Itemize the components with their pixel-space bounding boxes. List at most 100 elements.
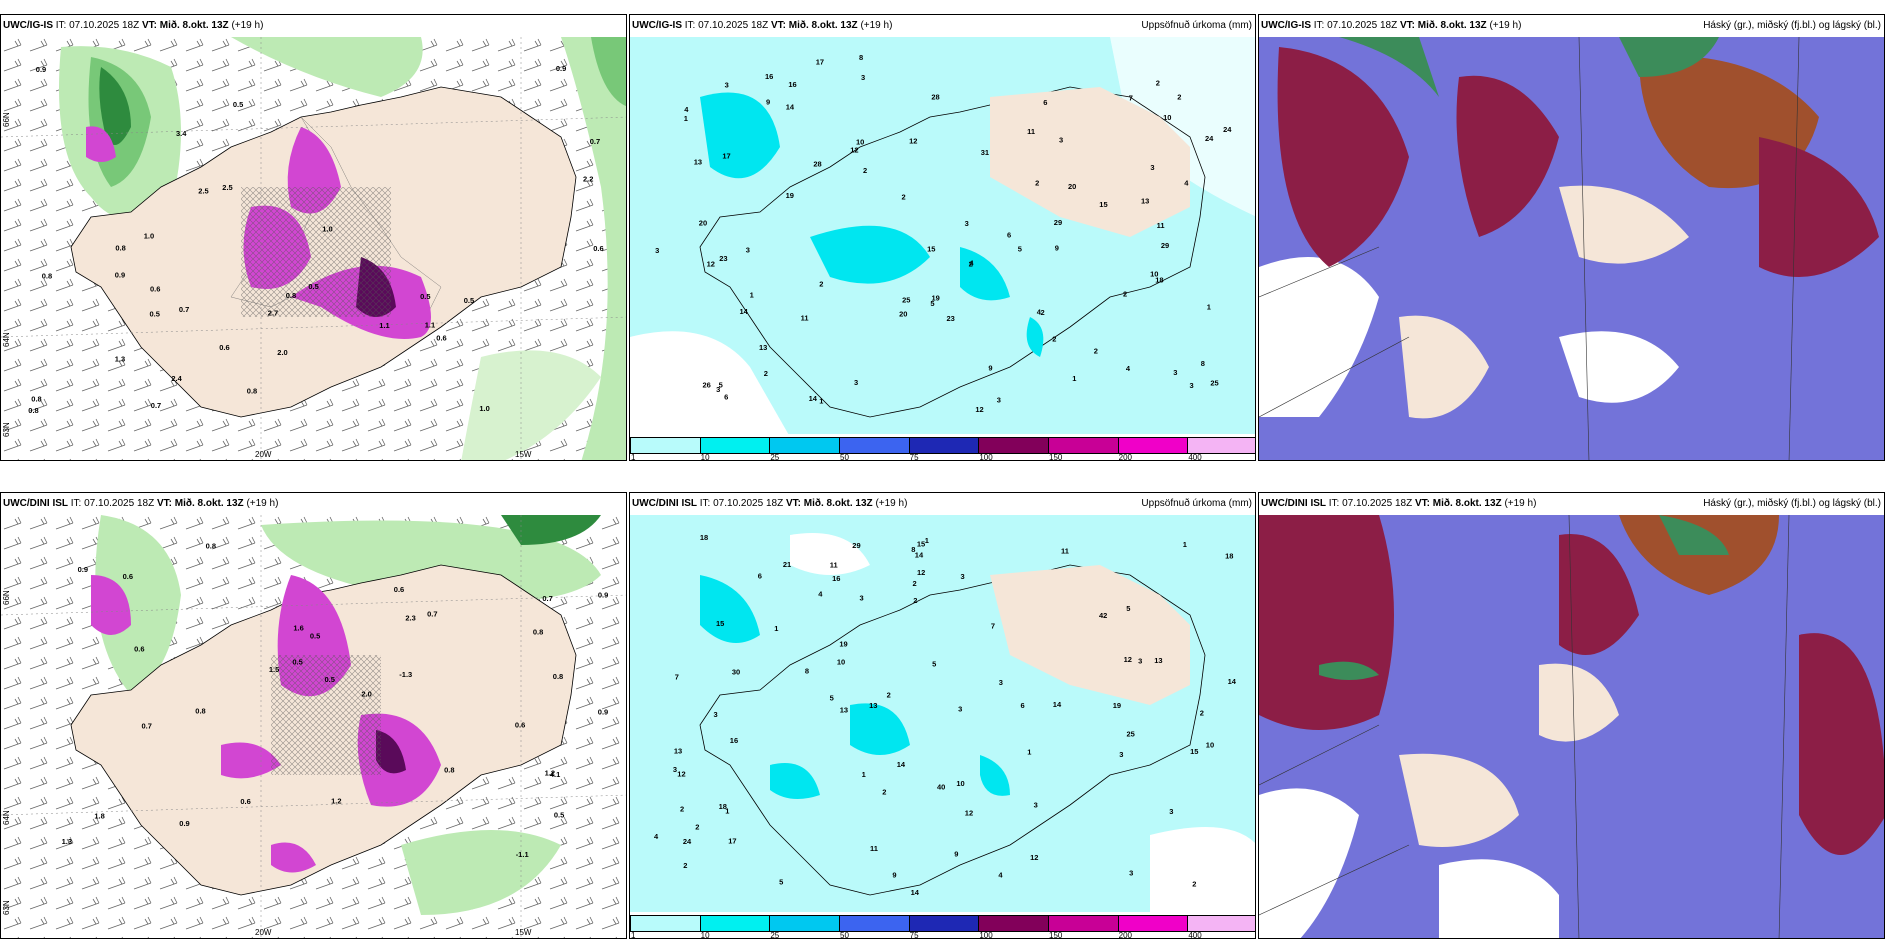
map-value-label: 3 [1119,750,1123,759]
map-area: 9 10 6 10 3 5 2 2 2 18 29 17 28 23 12 16 11 6 13 12 8 17 14 15 2… [630,37,1255,437]
grid-lines [1259,37,1800,460]
legend-swatch [978,437,1049,454]
map-value-label: 0.6 [394,585,404,594]
panel-clouds-igis: UWC/IG-IS IT: 07.10.2025 18Z VT: Mið. 8.… [1258,14,1885,461]
map-value-label: 0.8 [247,387,257,396]
precip-values: 0.8 0.6 0.7 0.9 1.2 0.6 0.9 0.6 0.8 -1.3 -1.1 1.8 0.… [62,542,609,859]
coastline [699,86,1206,418]
map-value-label: 6 [1021,701,1025,710]
map-value-label: 2 [1192,880,1196,889]
map-value-label: 0.6 [515,720,525,729]
map-value-label: 2.0 [277,348,287,357]
legend-swatch [908,915,980,932]
map-value-label: 0.5 [150,310,160,319]
panel-accum-precip-dini: UWC/DINI ISL IT: 07.10.2025 18Z VT: Mið.… [629,492,1256,939]
map-value-label: 3 [673,765,677,774]
map-value-label: 1.0 [322,224,332,233]
map-value-label: 28 [931,93,939,102]
map-value-label: 15 [716,619,724,628]
map-value-label: 8 [805,667,809,676]
panel-precip-wind-dini: UWC/DINI ISL IT: 07.10.2025 18Z VT: Mið.… [0,492,627,939]
map-value-label: 1 [750,290,754,299]
map-value-label: 0.5 [325,675,335,684]
map-value-label: 3 [961,572,965,581]
map-value-label: 10 [1206,740,1214,749]
map-value-label: 1.1 [379,321,389,330]
map-value-label: 14 [1228,677,1237,686]
map-value-label: 0.6 [150,285,160,294]
map-value-label: 3 [716,385,720,394]
map-value-label: 2 [1041,308,1045,317]
legend-tick-label: 50 [840,931,849,939]
map-value-label: 24 [683,837,692,846]
map-value-label: 0.6 [593,244,603,253]
map-value-label: 11 [1027,127,1035,136]
map-value-label: 0.6 [436,334,446,343]
map-value-label: 0.9 [556,64,566,73]
map-value-label: 0.9 [115,271,125,280]
map-value-label: 1.1 [425,321,435,330]
legend-tick-label: 100 [979,931,993,939]
map-value-label: 2 [695,823,699,832]
map-value-label: 5 [779,878,783,887]
precip-10-25 [700,92,780,179]
map-value-label: 2 [913,596,917,605]
map-value-label: 4 [1037,308,1042,317]
map-value-label: 13 [1141,197,1149,206]
map-value-label: 25 [1210,378,1218,387]
map-value-label: 10 [956,779,964,788]
map-value-label: 3 [655,246,659,255]
map-value-label: 0.7 [590,137,600,146]
precip-light-area [95,515,181,695]
map-value-label: 11 [830,561,838,570]
map-value-label: 16 [730,736,738,745]
map-value-label: 2 [1200,709,1204,718]
map-area [1259,37,1884,460]
map-value-label: 2 [887,691,891,700]
map-value-label: 14 [915,550,924,559]
map-value-label: 42 [1099,611,1107,620]
coastline [699,564,1206,896]
map-value-label: 0.9 [36,65,46,74]
panel-header: UWC/DINI ISL IT: 07.10.2025 18Z VT: Mið.… [630,493,1255,515]
map-value-label: 2 [1177,93,1181,102]
map-value-label: 3 [746,245,750,254]
map-value-label: 17 [722,151,730,160]
map-value-label: 1.3 [115,355,125,364]
map-value-label: 0.7 [179,305,189,314]
accum-precip-map: 6351614151210131215121118194713129958331… [630,515,1255,915]
map-value-label: 6 [724,393,728,402]
map-value-label: 15 [927,245,935,254]
map-value-label: 12 [1124,655,1132,664]
map-value-label: 0.8 [115,244,125,253]
map-value-label: 2.3 [405,613,415,622]
map-value-label: 8 [1201,359,1205,368]
map-value-label: 15 [917,539,925,548]
map-value-label: 1 [925,536,929,545]
map-area [1259,515,1884,938]
legend-swatch [769,437,840,454]
map-value-label: 24 [1223,125,1232,134]
map-value-label: 5 [830,693,834,702]
panel-header: UWC/IG-IS IT: 07.10.2025 18Z VT: Mið. 8.… [1259,15,1884,37]
legend-tick-label: 75 [909,931,919,939]
map-area: 20W 15W 66N 64N 63N 0.8 0.6 0.7 0.9 1.2 0.6 0.… [1,515,626,938]
map-value-label: 0.7 [151,401,161,410]
map-value-label: 1.0 [479,404,489,413]
map-value-label: 20 [699,219,707,228]
cloud-map [1259,515,1884,938]
dry-land-area [990,565,1190,705]
map-value-label: 2 [1123,289,1127,298]
map-value-label: 0.6 [240,797,250,806]
map-value-label: 2 [1052,334,1056,343]
map-value-label: 15 [1190,747,1198,756]
panel-clouds-dini: UWC/DINI ISL IT: 07.10.2025 18Z VT: Mið.… [1258,492,1885,939]
legend-tick-label: 10 [700,931,710,939]
map-value-label: 0.8 [444,765,454,774]
map-value-label: -1.1 [516,850,529,859]
map-value-label: 1 [1027,747,1031,756]
legend-swatch [699,915,771,932]
lat-label-64n: 64N [2,332,11,347]
map-value-label: 14 [911,888,920,897]
map-value-label: 19 [932,294,940,303]
